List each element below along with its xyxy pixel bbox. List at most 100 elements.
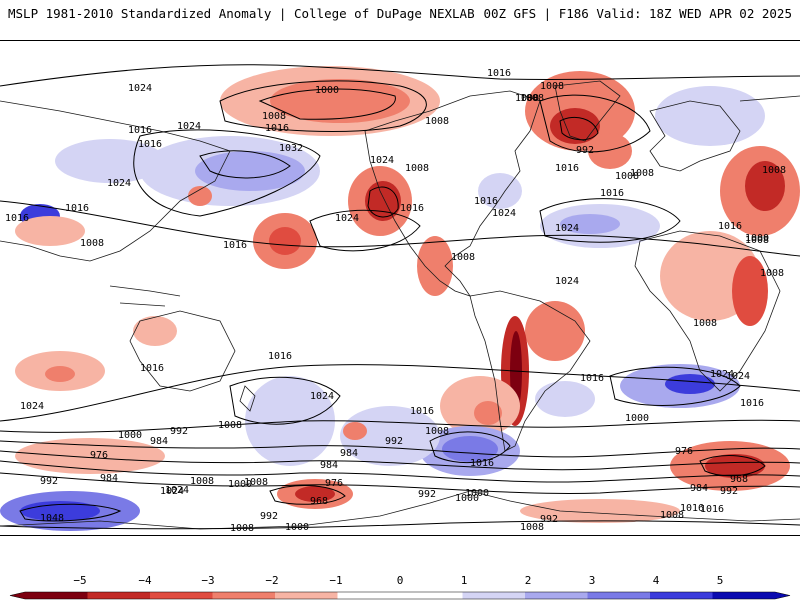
isobar-1024-cpac: [309, 209, 421, 252]
coastlines: [0, 80, 800, 530]
isobar-label: 1016: [265, 123, 289, 134]
isobar-1016-ant: [0, 520, 800, 530]
isobar-label: 984: [690, 483, 708, 494]
isobar-1008-npac: [219, 80, 427, 132]
anomaly-neg-samerica: [525, 301, 585, 361]
coast-australia: [129, 310, 236, 392]
isobar-label: 1024: [107, 178, 131, 189]
isobar-label: 1000: [745, 233, 769, 244]
isobar-label: 968: [310, 496, 328, 507]
anomaly-pos-npac-2: [55, 139, 165, 183]
isobar-label: 1008: [762, 165, 786, 176]
colorbar-tick-label: 2: [525, 574, 532, 587]
colorbar-tick-label: −4: [138, 574, 152, 587]
isobar-label: 1024: [310, 391, 334, 402]
isobar-label: 992: [720, 486, 738, 497]
isobar-label: 1008: [218, 420, 242, 431]
isobar-1008-so: [0, 419, 800, 433]
coast-antarctica: [0, 490, 800, 530]
isobar-label: 992: [418, 489, 436, 500]
coast-africa: [634, 230, 781, 392]
isobar-low-wcoast: [367, 186, 399, 218]
isobar-label: 984: [100, 473, 118, 484]
isobar-1032: [199, 150, 291, 179]
isobar-label: 1016: [580, 373, 604, 384]
isobar-label: 1024: [555, 223, 579, 234]
colorbar-tick-label: 5: [717, 574, 724, 587]
isobar-label: 992: [260, 511, 278, 522]
isobar-label: 992: [385, 436, 403, 447]
isobar-label: 1008: [540, 81, 564, 92]
anomaly-neg-aus: [133, 316, 177, 346]
anomaly-pos-spac: [245, 376, 335, 466]
anomaly-pos-satl: [535, 381, 595, 417]
colorbar-tick-label: 4: [653, 574, 660, 587]
isobar-label: 1024: [20, 401, 44, 412]
coast-europe: [649, 100, 741, 172]
anomaly-neg-wpac: [188, 186, 212, 206]
isobar-label: 1008: [520, 93, 544, 104]
anomaly-neg-mexico: [417, 236, 453, 296]
anomaly-neg-ind-core: [45, 366, 75, 382]
anomaly-neg-natl-core: [550, 108, 600, 144]
isobar-label: 1008: [745, 235, 769, 246]
isobar-label: 1008: [405, 163, 429, 174]
isobar-label: 1016: [487, 68, 511, 79]
colorbar-segment: [150, 592, 213, 599]
colorbar-tick-labels: −5 −4 −3 −2 −1 0 1 2 3 4 5: [73, 574, 723, 587]
colorbar-segment: [337, 592, 401, 599]
coast-greenland: [554, 80, 621, 142]
isobar-label: 1008: [451, 252, 475, 263]
isobar-1016-drake: [429, 431, 511, 464]
isobar-label: 1000: [625, 413, 649, 424]
isobar-label: 1000: [455, 493, 479, 504]
isobar-label: 1008: [262, 111, 286, 122]
isobar-label: 1008: [80, 238, 104, 249]
isobar-label: 1016: [138, 139, 162, 150]
colorbar-tick-label: −2: [265, 574, 278, 587]
map-title: MSLP 1981-2010 Standardized Anomaly | Co…: [8, 6, 475, 21]
isobar-label: 1024: [128, 83, 152, 94]
isobar-label: 1024: [335, 213, 359, 224]
anomaly-pos-sind-core: [665, 374, 715, 394]
isobar-label: 1016: [223, 240, 247, 251]
anomaly-neg-so2-core: [295, 486, 335, 502]
isobar-label: 1016: [410, 406, 434, 417]
isobar-label: 1016: [470, 458, 494, 469]
colorbar-tick-label: 1: [461, 574, 468, 587]
anomaly-neg-eurasia-core: [745, 161, 785, 211]
colorbar-segment: [525, 592, 588, 599]
anomaly-neg-cpac-core: [269, 227, 301, 255]
isobar-1008-natl: [539, 94, 651, 153]
colorbar-right-arrow: [775, 592, 790, 599]
isobar-1000-npac: [258, 88, 396, 120]
isobar-1024-natl: [539, 198, 681, 243]
isobar-label: 1000: [118, 430, 142, 441]
colorbar-segment: [212, 592, 276, 599]
isobar-label: 1016: [718, 221, 742, 232]
isobar-label: 1008: [230, 523, 254, 534]
isobar-1024-npac: [133, 129, 321, 217]
coast-asia: [0, 95, 800, 262]
isobar-label: 1024: [555, 276, 579, 287]
colorbar-segment: [25, 592, 88, 599]
colorbar-segment: [462, 592, 526, 599]
colorbar-segment: [275, 592, 338, 599]
isobar-992-natl: [559, 117, 599, 141]
isobar-1016-mid: [0, 200, 800, 257]
isobar-label: 984: [320, 460, 338, 471]
isobar-label: 1024: [177, 121, 201, 132]
anomaly-neg-africa-core: [732, 256, 768, 326]
colorbar-tick-label: −3: [201, 574, 214, 587]
isobar-label: 984: [150, 436, 168, 447]
isobar-label: 1008: [425, 116, 449, 127]
isobar-968-sind: [699, 455, 766, 477]
isobar-label: 1024: [370, 155, 394, 166]
isobar-label: 1008: [615, 171, 639, 182]
isobar-label: 976: [90, 450, 108, 461]
anomaly-map: 1016102410001008101610081024101610161024…: [0, 40, 800, 536]
isobar-label: 968: [730, 474, 748, 485]
isobar-label: 984: [340, 448, 358, 459]
isobar-1000-so: [0, 440, 800, 458]
isobar-label: 1024: [165, 485, 189, 496]
